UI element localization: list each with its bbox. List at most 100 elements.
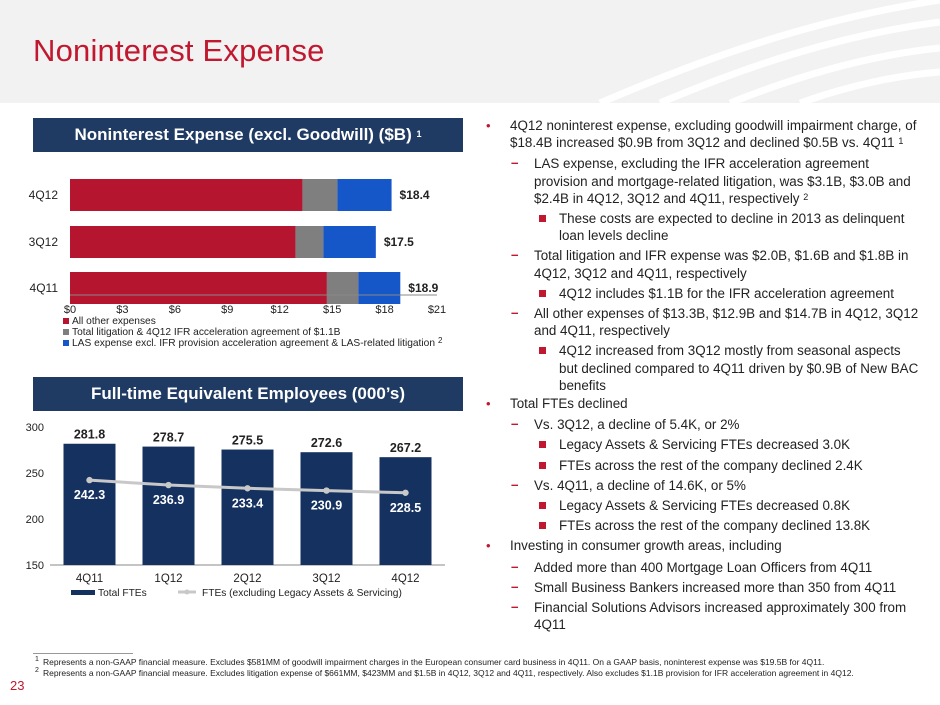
bullet-text: Small Business Bankers increased more th… xyxy=(534,579,897,595)
footnote-text: Represents a non-GAAP financial measure.… xyxy=(43,657,825,667)
bar-segment xyxy=(295,226,324,258)
category-label: 4Q12 xyxy=(391,573,419,585)
footnote-number: 1 xyxy=(35,656,39,663)
fte-excl-las-label: 242.3 xyxy=(74,488,105,502)
bullet-text: These costs are expected to decline in 2… xyxy=(559,211,905,244)
bullet-level-3: 4Q12 includes $1.1B for the IFR accelera… xyxy=(480,285,920,302)
fte-excl-las-point xyxy=(323,487,330,494)
bullet-level-2: – Vs. 4Q11, a decline of 14.6K, or 5% xyxy=(480,477,920,494)
bullet-level-2: – LAS expense, excluding the IFR accelera… xyxy=(480,155,920,207)
header-band: Noninterest Expense xyxy=(0,0,940,103)
legend-label: Total FTEs xyxy=(98,588,147,599)
bullet-level-3: 4Q12 increased from 3Q12 mostly from sea… xyxy=(480,342,920,394)
bullet-marker: – xyxy=(511,578,519,594)
bullet-text: Investing in consumer growth areas, incl… xyxy=(510,538,782,554)
total-label: $18.9 xyxy=(408,281,438,295)
footnote-number: 2 xyxy=(35,666,39,674)
fte-excl-las-label: 233.4 xyxy=(232,496,263,510)
bar-segment xyxy=(323,226,376,258)
expense-commentary: • 4Q12 noninterest expense, excluding goo… xyxy=(480,117,920,397)
bullet-text: All other expenses of $13.3B, $12.9B and… xyxy=(534,306,919,339)
legend-footnote-marker: 2 xyxy=(438,336,443,345)
bullet-marker xyxy=(539,289,546,297)
bullet-level-2: – Added more than 400 Mortgage Loan Offic… xyxy=(480,559,920,576)
fte-bar xyxy=(63,443,116,565)
fte-bar-label: 278.7 xyxy=(153,431,184,445)
bullet-level-3: Legacy Assets & Servicing FTEs decreased… xyxy=(480,436,920,453)
expense-chart-title-bar: Noninterest Expense (excl. Goodwill) ($B… xyxy=(33,118,463,152)
bullet-text: FTEs across the rest of the company decl… xyxy=(559,518,871,534)
legend-swatch xyxy=(71,590,95,595)
y-tick-label: 250 xyxy=(26,468,44,480)
fte-excl-las-label: 236.9 xyxy=(153,493,184,507)
category-label: 4Q11 xyxy=(30,281,59,295)
legend-label: FTEs (excluding Legacy Assets & Servicin… xyxy=(202,588,402,599)
bullet-marker: • xyxy=(486,538,491,554)
bullet-text: Total FTEs declined xyxy=(510,396,628,411)
footnote-marker: 2 xyxy=(803,191,809,202)
bullet-marker: • xyxy=(486,396,491,411)
fte-chart-title-bar: Full-time Equivalent Employees (000’s) xyxy=(33,377,463,411)
noninterest-expense-chart: 4Q12 $18.4 3Q12 $17.5 4Q11 $18.9 $0 $3 $6 $9 $12 $1… xyxy=(29,179,446,349)
bullet-level-2: – Financial Solutions Advisors increased … xyxy=(480,599,920,633)
bullet-level-2: – Vs. 3Q12, a decline of 5.4K, or 2% xyxy=(480,416,920,433)
category-label: 3Q12 xyxy=(29,235,59,249)
bullet-marker: – xyxy=(511,599,519,615)
page-number: 23 xyxy=(10,678,25,693)
fte-bar-label: 281.8 xyxy=(74,428,105,442)
fte-bar xyxy=(379,457,432,565)
bullet-marker: – xyxy=(511,305,519,321)
expense-chart-title: Noninterest Expense (excl. Goodwill) ($B… xyxy=(74,125,412,144)
bullet-level-1: • 4Q12 noninterest expense, excluding goo… xyxy=(480,117,920,151)
fte-bar-label: 275.5 xyxy=(232,434,263,448)
bullet-marker xyxy=(539,215,546,223)
footnote-text: Represents a non-GAAP financial measure.… xyxy=(43,667,854,678)
x-tick-label: $9 xyxy=(221,304,233,316)
bullet-marker: • xyxy=(486,118,491,133)
bullet-text: Vs. 3Q12, a decline of 5.4K, or 2% xyxy=(534,417,740,433)
fte-bar-label: 272.6 xyxy=(311,436,342,450)
legend-label: Total litigation & 4Q12 IFR acceleration… xyxy=(72,327,341,338)
bullet-level-2: – Small Business Bankers increased more t… xyxy=(480,579,920,596)
legend-label: All other expenses xyxy=(72,316,156,327)
footnote: 1 Represents a non-GAAP financial measure… xyxy=(35,656,915,668)
fte-bar xyxy=(142,446,195,565)
category-label: 4Q12 xyxy=(29,188,59,202)
bullet-marker xyxy=(539,441,546,449)
bullet-text: LAS expense, excluding the IFR accelerat… xyxy=(534,156,911,206)
footnote-divider xyxy=(33,653,133,654)
fte-excl-las-label: 228.5 xyxy=(390,501,421,515)
bullet-marker: – xyxy=(511,558,519,574)
fte-excl-las-point xyxy=(402,489,409,496)
bullet-marker: – xyxy=(511,247,519,263)
category-label: 4Q11 xyxy=(76,573,103,585)
bar-segment xyxy=(326,272,359,304)
fte-bar xyxy=(221,449,274,565)
bullet-text: Legacy Assets & Servicing FTEs decreased… xyxy=(559,437,851,453)
bullet-text: 4Q12 increased from 3Q12 mostly from sea… xyxy=(559,343,919,393)
total-label: $18.4 xyxy=(400,188,430,202)
bullet-marker: – xyxy=(511,476,519,492)
x-tick-label: $3 xyxy=(116,304,128,316)
y-tick-label: 200 xyxy=(26,514,44,526)
legend-label: LAS expense excl. IFR provision accelera… xyxy=(72,338,435,349)
footnote-marker: 1 xyxy=(898,136,904,147)
bullet-text: Financial Solutions Advisors increased a… xyxy=(534,600,907,633)
bullet-marker: – xyxy=(511,416,519,432)
bullet-marker xyxy=(539,502,546,510)
x-tick-label: $12 xyxy=(271,304,289,316)
bullet-text: FTEs across the rest of the company decl… xyxy=(559,457,863,473)
fte-bar xyxy=(300,452,353,565)
bullet-text: Total litigation and IFR expense was $2.… xyxy=(534,248,909,281)
fte-excl-las-point xyxy=(244,485,251,492)
fte-chart: 150 200 250 300 281.8 4Q11 278.7 1Q12 275.5 2Q12 2… xyxy=(26,422,445,599)
bullet-level-3: FTEs across the rest of the company decl… xyxy=(480,517,920,534)
bullet-marker: – xyxy=(511,155,519,171)
bar-segment xyxy=(70,179,303,211)
bullet-text: Vs. 4Q11, a decline of 14.6K, or 5% xyxy=(534,477,746,493)
page-title: Noninterest Expense xyxy=(33,33,325,68)
category-label: 1Q12 xyxy=(154,573,182,585)
category-label: 3Q12 xyxy=(312,573,340,585)
bullet-marker xyxy=(539,347,546,355)
x-tick-label: $15 xyxy=(323,304,341,316)
